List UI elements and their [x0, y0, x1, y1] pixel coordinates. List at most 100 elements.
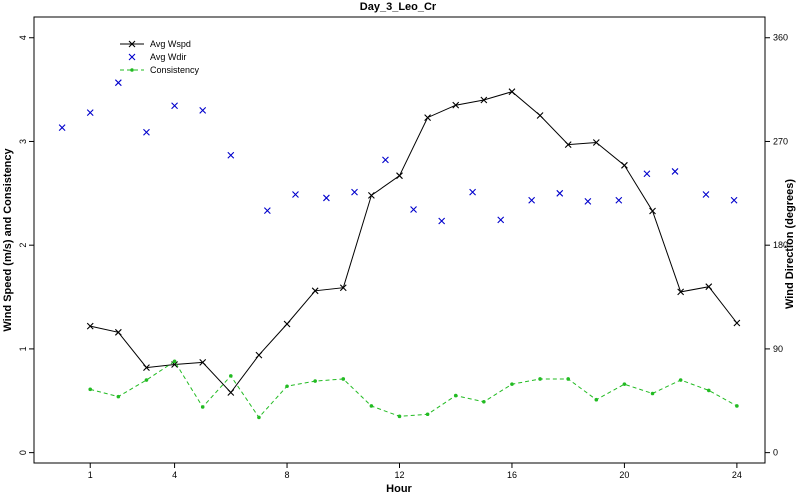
avg-wspd-line: [90, 91, 738, 394]
y-left-tick-label: 0: [18, 450, 28, 455]
x-tick-label: 4: [172, 470, 177, 480]
avg-wdir-point: [584, 198, 592, 205]
avg-wspd-point: [367, 192, 375, 199]
consistency-point: [453, 393, 458, 398]
consistency-point: [200, 405, 205, 409]
avg-wspd-point: [564, 141, 572, 148]
consistency-point: [341, 377, 346, 381]
consistency-point: [257, 415, 261, 420]
avg-wspd-point: [143, 364, 150, 371]
consistency-point: [622, 382, 627, 386]
avg-wspd-point: [621, 161, 628, 169]
y-right-tick-label: 360: [773, 33, 788, 43]
y-axis-right-label: Wind Direction (degrees): [784, 179, 796, 309]
consistency-point: [313, 379, 317, 383]
consistency-point: [285, 384, 289, 389]
x-axis-label: Hour: [386, 483, 412, 495]
legend-label-avg-wdir: Avg Wdir: [150, 52, 186, 62]
consistency-line: [90, 360, 738, 419]
avg-wdir-point: [382, 156, 389, 164]
avg-wdir-point: [143, 128, 150, 136]
consistency-point: [678, 378, 683, 382]
consistency-point: [538, 377, 542, 381]
consistency-point: [397, 414, 402, 419]
y-right-tick-label: 90: [773, 344, 783, 354]
avg-wdir-point: [643, 170, 651, 178]
avg-wdir-point: [171, 102, 178, 110]
avg-wdir-point: [410, 206, 417, 213]
avg-wdir-point: [469, 188, 476, 196]
consistency-point: [172, 359, 177, 364]
avg-wdir-point: [86, 109, 94, 117]
avg-wspd-point: [536, 112, 544, 119]
chart-title: Day_3_Leo_Cr: [360, 1, 437, 13]
avg-wspd-point: [592, 139, 600, 146]
legend-marker-avg-wdir: [128, 53, 136, 61]
avg-wdir-point: [556, 189, 564, 197]
avg-wspd-point: [452, 101, 460, 109]
consistency-point: [144, 378, 149, 382]
avg-wdir-point: [730, 196, 738, 204]
avg-wdir-point: [58, 124, 66, 132]
avg-wdir-point: [199, 106, 207, 114]
x-tick-label: 1: [88, 470, 93, 480]
series-layer: [58, 79, 741, 420]
avg-wdir-point: [227, 151, 235, 159]
avg-wdir-point: [671, 168, 679, 175]
consistency-point: [116, 394, 121, 399]
avg-wspd-point: [424, 114, 432, 121]
consistency-point: [369, 404, 374, 408]
avg-wdir-point: [263, 207, 271, 215]
consistency-point: [594, 397, 599, 402]
avg-wspd-point: [114, 328, 122, 336]
avg-wspd-point: [255, 351, 263, 359]
consistency-point: [482, 400, 486, 404]
avg-wspd-point: [283, 320, 291, 328]
avg-wdir-point: [323, 194, 330, 202]
x-tick-label: 12: [394, 470, 404, 480]
y-axis-left-label: Wind Speed (m/s) and Consistency: [2, 147, 14, 331]
avg-wspd-point: [339, 284, 347, 292]
avg-wdir-point: [438, 217, 446, 225]
avg-wdir-point: [292, 191, 299, 198]
consistency-point: [735, 404, 739, 408]
avg-wdir-point: [615, 196, 623, 204]
avg-wspd-point: [649, 207, 656, 215]
y-left-tick-label: 1: [18, 346, 28, 351]
legend-label-consistency: Consistency: [150, 65, 200, 75]
legend-marker-avg-wspd: [128, 40, 136, 48]
y-right-tick-label: 270: [773, 136, 788, 146]
avg-wspd-point: [86, 322, 94, 330]
consistency-point: [566, 377, 570, 381]
consistency-point: [510, 382, 514, 386]
x-tick-label: 24: [732, 470, 742, 480]
avg-wspd-point: [508, 88, 516, 96]
legend: Avg Wspd Avg Wdir Consistency: [120, 39, 200, 75]
avg-wspd-point: [396, 172, 403, 180]
consistency-point: [706, 388, 711, 393]
y-left-tick-label: 2: [18, 243, 28, 248]
avg-wspd-point: [199, 359, 207, 366]
avg-wspd-point: [677, 288, 685, 296]
plot-frame: [33, 16, 766, 464]
avg-wspd-point: [480, 96, 488, 104]
legend-marker-consistency: [130, 68, 134, 72]
y-left-tick-label: 3: [18, 139, 28, 144]
avg-wdir-point: [114, 79, 122, 87]
y-right-tick-label: 180: [773, 240, 788, 250]
consistency-point: [425, 412, 430, 417]
avg-wspd-point: [733, 319, 741, 327]
consistency-point: [650, 391, 655, 396]
y-left-tick-label: 4: [18, 35, 28, 40]
avg-wdir-point: [351, 188, 358, 196]
avg-wspd-point: [227, 389, 235, 396]
avg-wdir-point: [528, 196, 536, 204]
avg-wspd-point: [311, 287, 319, 295]
x-tick-label: 16: [507, 470, 517, 480]
avg-wspd-point: [705, 283, 713, 291]
consistency-point: [88, 387, 93, 392]
x-tick-label: 20: [619, 470, 629, 480]
consistency-point: [229, 374, 233, 378]
